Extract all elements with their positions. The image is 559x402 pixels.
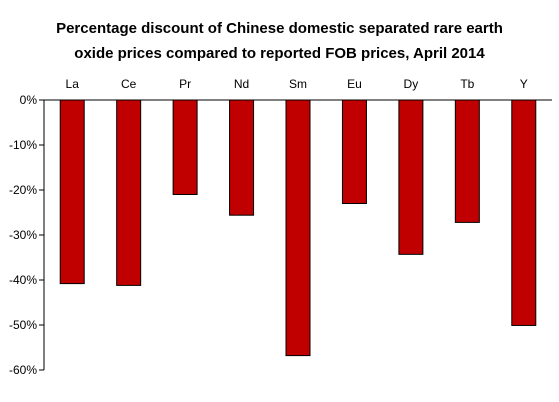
bar-tb [454, 99, 480, 223]
bar-sm [285, 99, 311, 357]
category-label-eu: Eu [347, 77, 362, 91]
y-tick-label: -30% [9, 228, 37, 242]
bar-la [59, 99, 85, 285]
category-label-nd: Nd [234, 77, 249, 91]
category-label-tb: Tb [460, 77, 474, 91]
bar-pr [172, 99, 198, 195]
category-label-pr: Pr [179, 77, 191, 91]
category-label-y: Y [520, 77, 528, 91]
y-tick-label: -10% [9, 138, 37, 152]
category-label-la: La [66, 77, 80, 91]
category-label-sm: Sm [289, 77, 307, 91]
y-tick-label: -60% [9, 363, 37, 377]
bar-ce [116, 99, 142, 286]
category-label-ce: Ce [121, 77, 137, 91]
bar-nd [229, 99, 255, 216]
chart-title: Percentage discount of Chinese domestic … [0, 16, 559, 66]
y-axis-ticks: 0% -10% -20% -30% -40% -50% -60% [9, 93, 44, 377]
bar-dy [398, 99, 424, 255]
y-tick-label: 0% [20, 93, 38, 107]
bars-layer [59, 99, 537, 357]
y-tick-label: -20% [9, 183, 37, 197]
bar-y [511, 99, 537, 326]
chart-title-line-1: Percentage discount of Chinese domestic … [56, 20, 503, 37]
y-tick-label: -50% [9, 318, 37, 332]
category-label-dy: Dy [404, 77, 419, 91]
chart-title-line-2: oxide prices compared to reported FOB pr… [74, 45, 485, 62]
category-labels: La Ce Pr Nd Sm Eu Dy Tb Y [66, 77, 528, 91]
bar-eu [341, 99, 367, 204]
y-tick-label: -40% [9, 273, 37, 287]
